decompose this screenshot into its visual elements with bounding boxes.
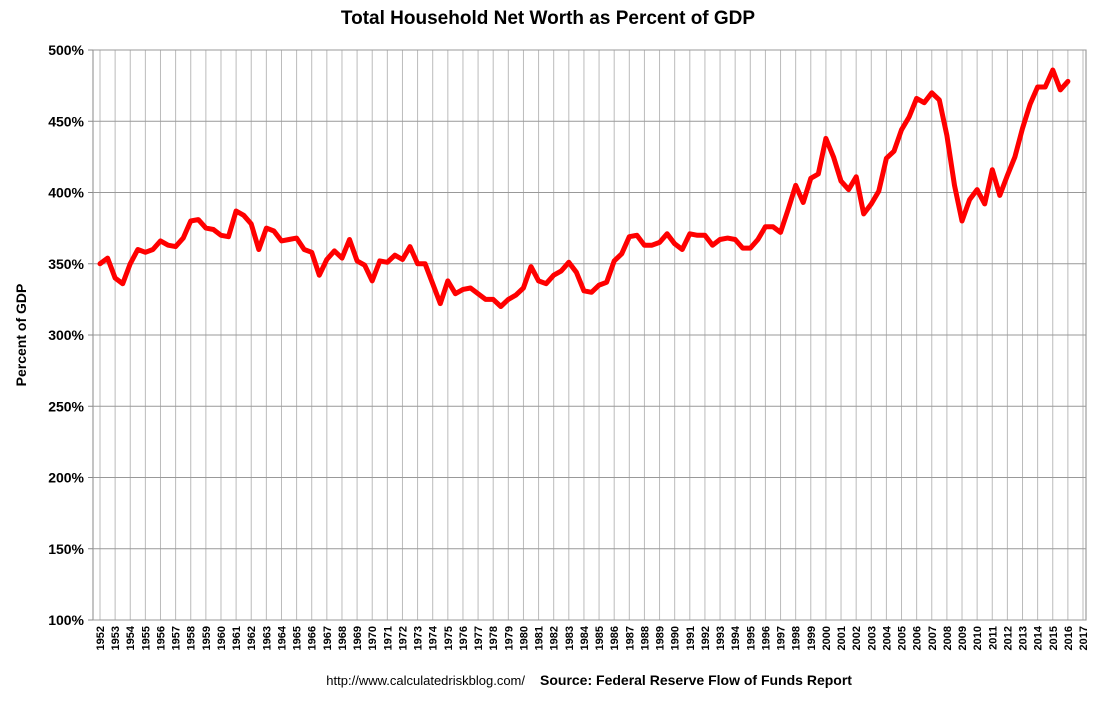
x-tick-label: 2015 xyxy=(1048,626,1060,650)
x-tick-label: 1975 xyxy=(443,626,455,650)
x-tick-label: 1973 xyxy=(413,626,425,650)
x-tick-label: 1982 xyxy=(549,626,561,650)
x-tick-label: 2009 xyxy=(957,626,969,650)
x-tick-label: 1979 xyxy=(503,626,515,650)
x-tick-label: 1970 xyxy=(367,626,379,650)
x-tick-label: 1981 xyxy=(534,626,546,650)
x-tick-label: 2012 xyxy=(1002,626,1014,650)
x-tick-label: 1977 xyxy=(473,626,485,650)
x-tick-label: 1971 xyxy=(382,626,394,650)
x-tick-label: 1972 xyxy=(397,626,409,650)
line-series xyxy=(97,67,1071,309)
x-tick-label: 2014 xyxy=(1033,625,1045,650)
x-tick-label: 1952 xyxy=(95,626,107,650)
y-tick-label: 250% xyxy=(48,398,84,414)
y-tick-label: 100% xyxy=(48,612,84,628)
x-tick-label: 1992 xyxy=(700,626,712,650)
y-tick-label: 400% xyxy=(48,185,84,201)
x-tick-label: 1954 xyxy=(125,625,137,650)
x-tick-label: 2005 xyxy=(897,626,909,650)
x-tick-label: 1958 xyxy=(186,626,198,650)
y-tick-label: 450% xyxy=(48,113,84,129)
x-tick-label: 1988 xyxy=(639,626,651,650)
x-tick-label: 2017 xyxy=(1078,626,1090,650)
x-tick-label: 1965 xyxy=(292,626,304,650)
x-tick-label: 2006 xyxy=(912,626,924,650)
x-tick-label: 2000 xyxy=(821,626,833,650)
x-tick-label: 1995 xyxy=(745,626,757,650)
x-tick-label: 1998 xyxy=(791,626,803,650)
x-tick-label: 1996 xyxy=(760,626,772,650)
footer-url: http://www.calculatedriskblog.com/ xyxy=(326,673,525,688)
x-tick-label: 1986 xyxy=(609,626,621,650)
x-tick-label: 1962 xyxy=(246,626,258,650)
x-tick-label: 2008 xyxy=(942,626,954,650)
x-tick-label: 1980 xyxy=(518,626,530,650)
x-tick-label: 2013 xyxy=(1018,626,1030,650)
x-tick-label: 1964 xyxy=(276,625,288,650)
x-tick-label: 1961 xyxy=(231,626,243,650)
x-tick-label: 2001 xyxy=(836,626,848,650)
y-tick-label: 300% xyxy=(48,327,84,343)
x-tick-label: 1974 xyxy=(428,625,440,650)
x-tick-label: 1963 xyxy=(261,626,273,650)
x-tick-label: 1957 xyxy=(171,626,183,650)
x-tick-label: 1967 xyxy=(322,626,334,650)
y-tick-label: 350% xyxy=(48,256,84,272)
y-tick-label: 500% xyxy=(48,42,84,58)
y-tick-label: 150% xyxy=(48,541,84,557)
y-tick-label: 200% xyxy=(48,470,84,486)
x-tick-label: 2004 xyxy=(881,625,893,650)
x-tick-label: 1994 xyxy=(730,625,742,650)
x-tick-label: 1966 xyxy=(307,626,319,650)
x-tick-label: 1993 xyxy=(715,626,727,650)
x-tick-label: 2011 xyxy=(987,626,999,650)
x-tick-label: 1969 xyxy=(352,626,364,650)
x-tick-label: 1985 xyxy=(594,626,606,650)
x-tick-label: 1991 xyxy=(685,626,697,650)
y-axis-label: Percent of GDP xyxy=(13,284,29,387)
footer-source: Source: Federal Reserve Flow of Funds Re… xyxy=(540,672,852,688)
x-tick-label: 1976 xyxy=(458,626,470,650)
x-tick-label: 2003 xyxy=(866,626,878,650)
x-tick-label: 1999 xyxy=(806,626,818,650)
x-tick-label: 1956 xyxy=(155,626,167,650)
x-tick-label: 2007 xyxy=(927,626,939,650)
x-tick-label: 1978 xyxy=(488,626,500,650)
x-tick-label: 1997 xyxy=(776,626,788,650)
x-tick-label: 1955 xyxy=(140,626,152,650)
x-tick-label: 1987 xyxy=(624,626,636,650)
x-tick-label: 1968 xyxy=(337,626,349,650)
chart-title: Total Household Net Worth as Percent of … xyxy=(341,8,755,29)
x-tick-label: 1959 xyxy=(201,626,213,650)
x-tick-label: 1990 xyxy=(670,626,682,650)
x-tick-label: 1953 xyxy=(110,626,122,650)
x-tick-label: 2010 xyxy=(972,626,984,650)
x-tick-label: 1960 xyxy=(216,626,228,650)
x-tick-label: 2016 xyxy=(1063,626,1075,650)
x-tick-label: 1983 xyxy=(564,626,576,650)
x-tick-label: 2002 xyxy=(851,626,863,650)
x-tick-label: 1984 xyxy=(579,625,591,650)
x-tick-label: 1989 xyxy=(655,626,667,650)
